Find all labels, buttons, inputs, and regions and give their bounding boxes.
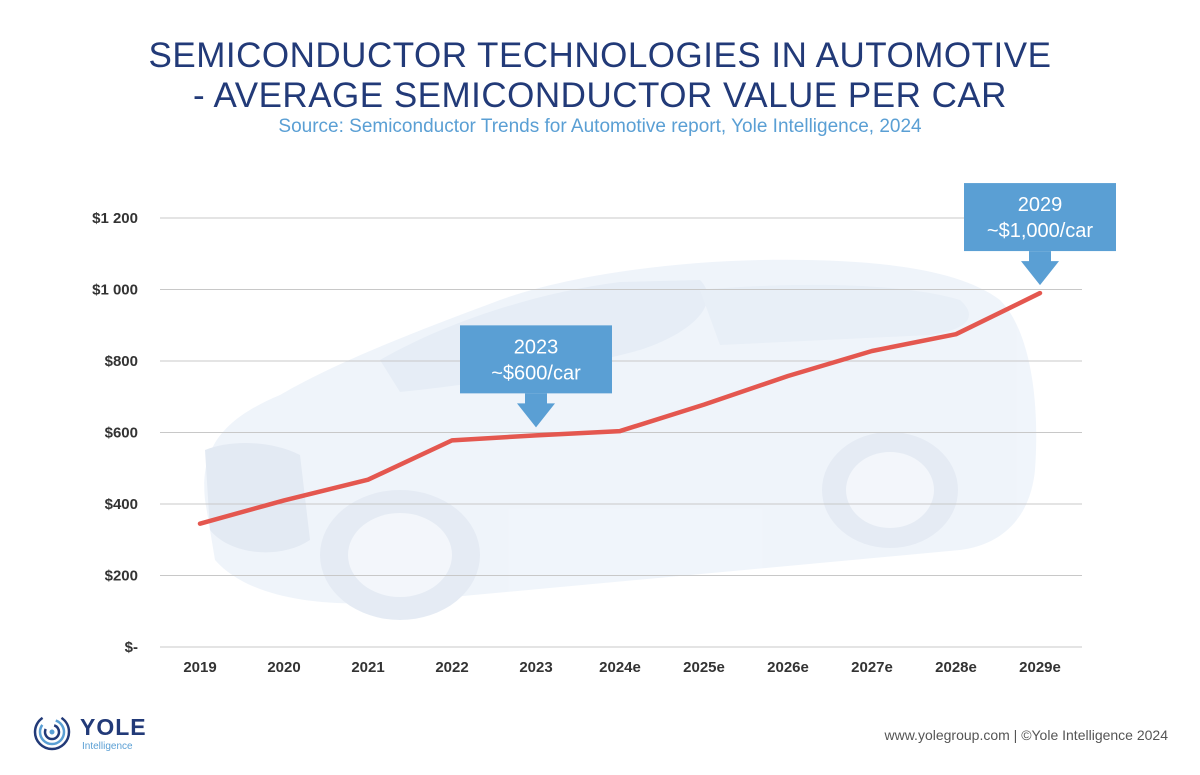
x-tick-label: 2022: [435, 659, 468, 676]
x-tick-label: 2024e: [599, 659, 641, 676]
callout-box: [460, 325, 612, 394]
yole-logo: YOLE Intelligence: [32, 712, 182, 756]
y-tick-label: $1 000: [92, 282, 138, 299]
y-tick-label: $600: [105, 425, 138, 442]
callout-value: ~$600/car: [491, 362, 581, 384]
yole-logo-icon: [33, 713, 71, 751]
logo-tagline: Intelligence: [82, 741, 133, 752]
chart-title-line-2: - AVERAGE SEMICONDUCTOR VALUE PER CAR: [193, 76, 1007, 115]
x-tick-label: 2019: [183, 659, 216, 676]
y-tick-label: $-: [125, 639, 138, 656]
callout-2023: 2023 ~$600/car: [460, 325, 612, 428]
chart-subtitle: Source: Semiconductor Trends for Automot…: [278, 116, 922, 137]
x-tick-label: 2028e: [935, 659, 977, 676]
x-tick-label: 2021: [351, 659, 384, 676]
x-tick-label: 2025e: [683, 659, 725, 676]
x-tick-label: 2029e: [1019, 659, 1061, 676]
x-tick-label: 2026e: [767, 659, 809, 676]
x-tick-label: 2027e: [851, 659, 893, 676]
callout-year: 2029: [1018, 194, 1063, 216]
callout-arrow-icon: [517, 393, 555, 428]
callout-year: 2023: [514, 336, 559, 358]
x-tick-label: 2020: [267, 659, 300, 676]
callout-value: ~$1,000/car: [987, 220, 1094, 242]
y-tick-label: $400: [105, 496, 138, 513]
callout-2029e: 2029 ~$1,000/car: [964, 183, 1116, 286]
y-tick-label: $800: [105, 353, 138, 370]
car-background-illustration: [204, 259, 1037, 620]
x-tick-label: 2023: [519, 659, 552, 676]
callout-arrow-icon: [1021, 251, 1059, 286]
y-tick-label: $200: [105, 568, 138, 585]
footer-copyright: www.yolegroup.com | ©Yole Intelligence 2…: [884, 727, 1169, 743]
logo-wordmark: YOLE: [80, 714, 147, 740]
y-tick-label: $1 200: [92, 210, 138, 227]
callout-box: [964, 183, 1116, 252]
chart-title-line-1: SEMICONDUCTOR TECHNOLOGIES IN AUTOMOTIVE: [148, 36, 1052, 75]
